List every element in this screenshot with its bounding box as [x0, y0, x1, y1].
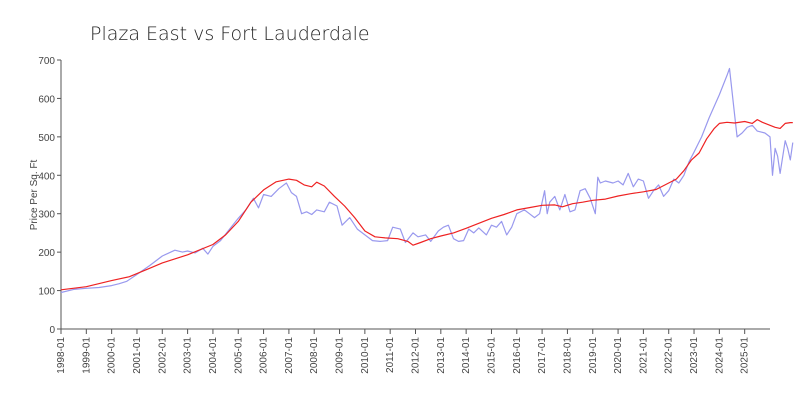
y-axis-label: Price Per Sq. Ft: [29, 159, 40, 230]
x-tick-label: 2022-01: [664, 337, 675, 374]
y-tick-label: 300: [38, 210, 55, 221]
x-tick-label: 2025-01: [740, 337, 751, 374]
x-tick-label: 2001-01: [132, 337, 143, 374]
x-tick-label: 2003-01: [183, 337, 194, 374]
y-tick-label: 400: [38, 171, 55, 182]
x-tick-label: 2016-01: [512, 337, 523, 374]
y-tick-label: 200: [38, 248, 55, 259]
x-tick-label: 2008-01: [309, 337, 320, 374]
x-tick-label: 1999-01: [81, 337, 92, 374]
series-line-plaza-east: [60, 67, 794, 294]
x-tick-label: 2023-01: [689, 337, 700, 374]
y-tick-label: 500: [38, 133, 55, 144]
x-tick-label: 2011-01: [385, 337, 396, 373]
y-tick-label: 600: [38, 94, 55, 105]
x-tick-label: 2017-01: [537, 337, 548, 374]
x-tick-label: 2019-01: [588, 337, 599, 374]
x-tick-label: 2006-01: [259, 337, 270, 374]
x-tick-label: 2004-01: [208, 337, 219, 374]
x-tick-label: 2024-01: [714, 337, 725, 374]
y-axis: 0 100 200 300 400 500 600 700: [38, 56, 62, 336]
series-line-fort-lauderdale: [60, 119, 793, 291]
x-tick-label: 2010-01: [360, 337, 371, 374]
x-tick-label: 2018-01: [562, 337, 573, 374]
y-tick-label: 0: [49, 325, 55, 336]
x-tick-label: 2015-01: [486, 337, 497, 374]
x-tick-label: 2013-01: [436, 337, 447, 374]
x-tick-label: 2014-01: [461, 337, 472, 374]
series-layer: [60, 67, 794, 294]
x-tick-label: 2000-01: [107, 337, 118, 374]
x-axis: 1998-01 1999-01 2000-01 2001-01 2002-01 2003-…: [56, 328, 770, 374]
x-tick-label: 2012-01: [411, 337, 422, 374]
x-tick-label: 2021-01: [638, 337, 649, 374]
x-tick-label: 2002-01: [157, 337, 168, 374]
y-tick-label: 100: [38, 287, 55, 298]
x-tick-label: 2009-01: [335, 337, 346, 374]
chart-title: Plaza East vs Fort Lauderdale: [90, 23, 370, 45]
y-tick-label: 700: [38, 56, 55, 67]
x-tick-label: 2005-01: [233, 337, 244, 374]
x-tick-label: 2007-01: [284, 337, 295, 374]
x-tick-label: 2020-01: [613, 337, 624, 374]
x-tick-label: 1998-01: [56, 337, 67, 374]
